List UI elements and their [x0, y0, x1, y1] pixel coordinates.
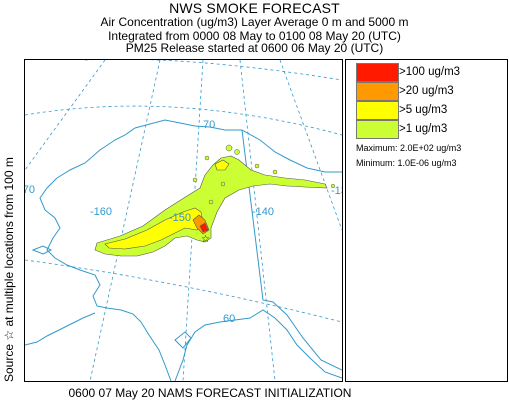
lon-label-170: -170	[25, 184, 35, 196]
lat-line-60	[25, 259, 342, 323]
forecast-title: NWS SMOKE FORECAST	[169, 0, 340, 16]
lon-line-170	[25, 60, 106, 171]
lat-label-60: 60	[223, 313, 235, 325]
legend-swatch-1	[356, 120, 399, 139]
legend-panel: >100 ug/m3 >20 ug/m3 >5 ug/m3 >1 ug/m3 M…	[345, 59, 508, 382]
lon-label-150: -150	[169, 212, 191, 224]
legend-label-100: >100 ug/m3	[399, 66, 461, 78]
lon-line-130	[279, 60, 342, 231]
legend-item-5: >5 ug/m3	[356, 101, 506, 120]
st-lawrence-island	[31, 245, 53, 255]
legend-label-20: >20 ug/m3	[399, 85, 454, 97]
lon-line-160	[89, 60, 161, 381]
coastline-north	[56, 119, 342, 179]
legend-item-1: >1 ug/m3	[356, 120, 506, 139]
legend-swatch-20	[356, 82, 399, 101]
legend-swatch-100	[356, 63, 399, 82]
smoke-map: ☆ -170 -160 -150 -140 -130 70 60	[24, 59, 343, 382]
plume-gt-100	[199, 222, 209, 233]
graticule	[25, 60, 342, 381]
lat-label-70: 70	[203, 119, 215, 131]
aleutian-islands	[25, 312, 96, 346]
legend-item-20: >20 ug/m3	[356, 82, 506, 101]
source-star-icon: ☆	[201, 234, 210, 245]
legend-item-100: >100 ug/m3	[356, 63, 506, 82]
us-canada-border	[241, 129, 342, 371]
legend-label-1: >1 ug/m3	[399, 123, 448, 135]
lon-line-140	[239, 60, 276, 381]
lon-label-130: -130	[331, 185, 342, 197]
source-side-label: Source ☆ at multiple locations from 100 …	[2, 157, 16, 382]
legend-label-5: >5 ug/m3	[399, 104, 448, 116]
scattered-smoke-patches	[192, 144, 336, 205]
map-canvas: ☆ -170 -160 -150 -140 -130 70 60	[25, 60, 342, 381]
legend-swatch-5	[356, 101, 399, 120]
release-info: PM25 Release started at 0600 06 May 20 (…	[125, 41, 384, 55]
legend-maximum: Maximum: 2.0E+02 ug/m3	[356, 143, 462, 153]
plume-gt-5-north	[214, 159, 230, 171]
lat-line-80	[85, 60, 342, 81]
lon-label-160: -160	[90, 206, 112, 218]
forecast-initialization: 0600 07 May 20 NAMS FORECAST INITIALIZAT…	[68, 386, 352, 400]
coastline-south	[174, 309, 342, 381]
lat-line-70	[25, 105, 342, 136]
kodiak-island	[174, 331, 192, 349]
lon-label-140: -140	[252, 206, 274, 218]
smoke-plume: ☆	[94, 144, 336, 257]
integration-period: Integrated from 0000 08 May to 0100 08 M…	[108, 29, 401, 43]
legend-minimum: Minimum: 1.0E-06 ug/m3	[356, 158, 457, 168]
coastline-west	[39, 177, 172, 381]
concentration-subtitle: Air Concentration (ug/m3) Layer Average …	[100, 15, 409, 29]
